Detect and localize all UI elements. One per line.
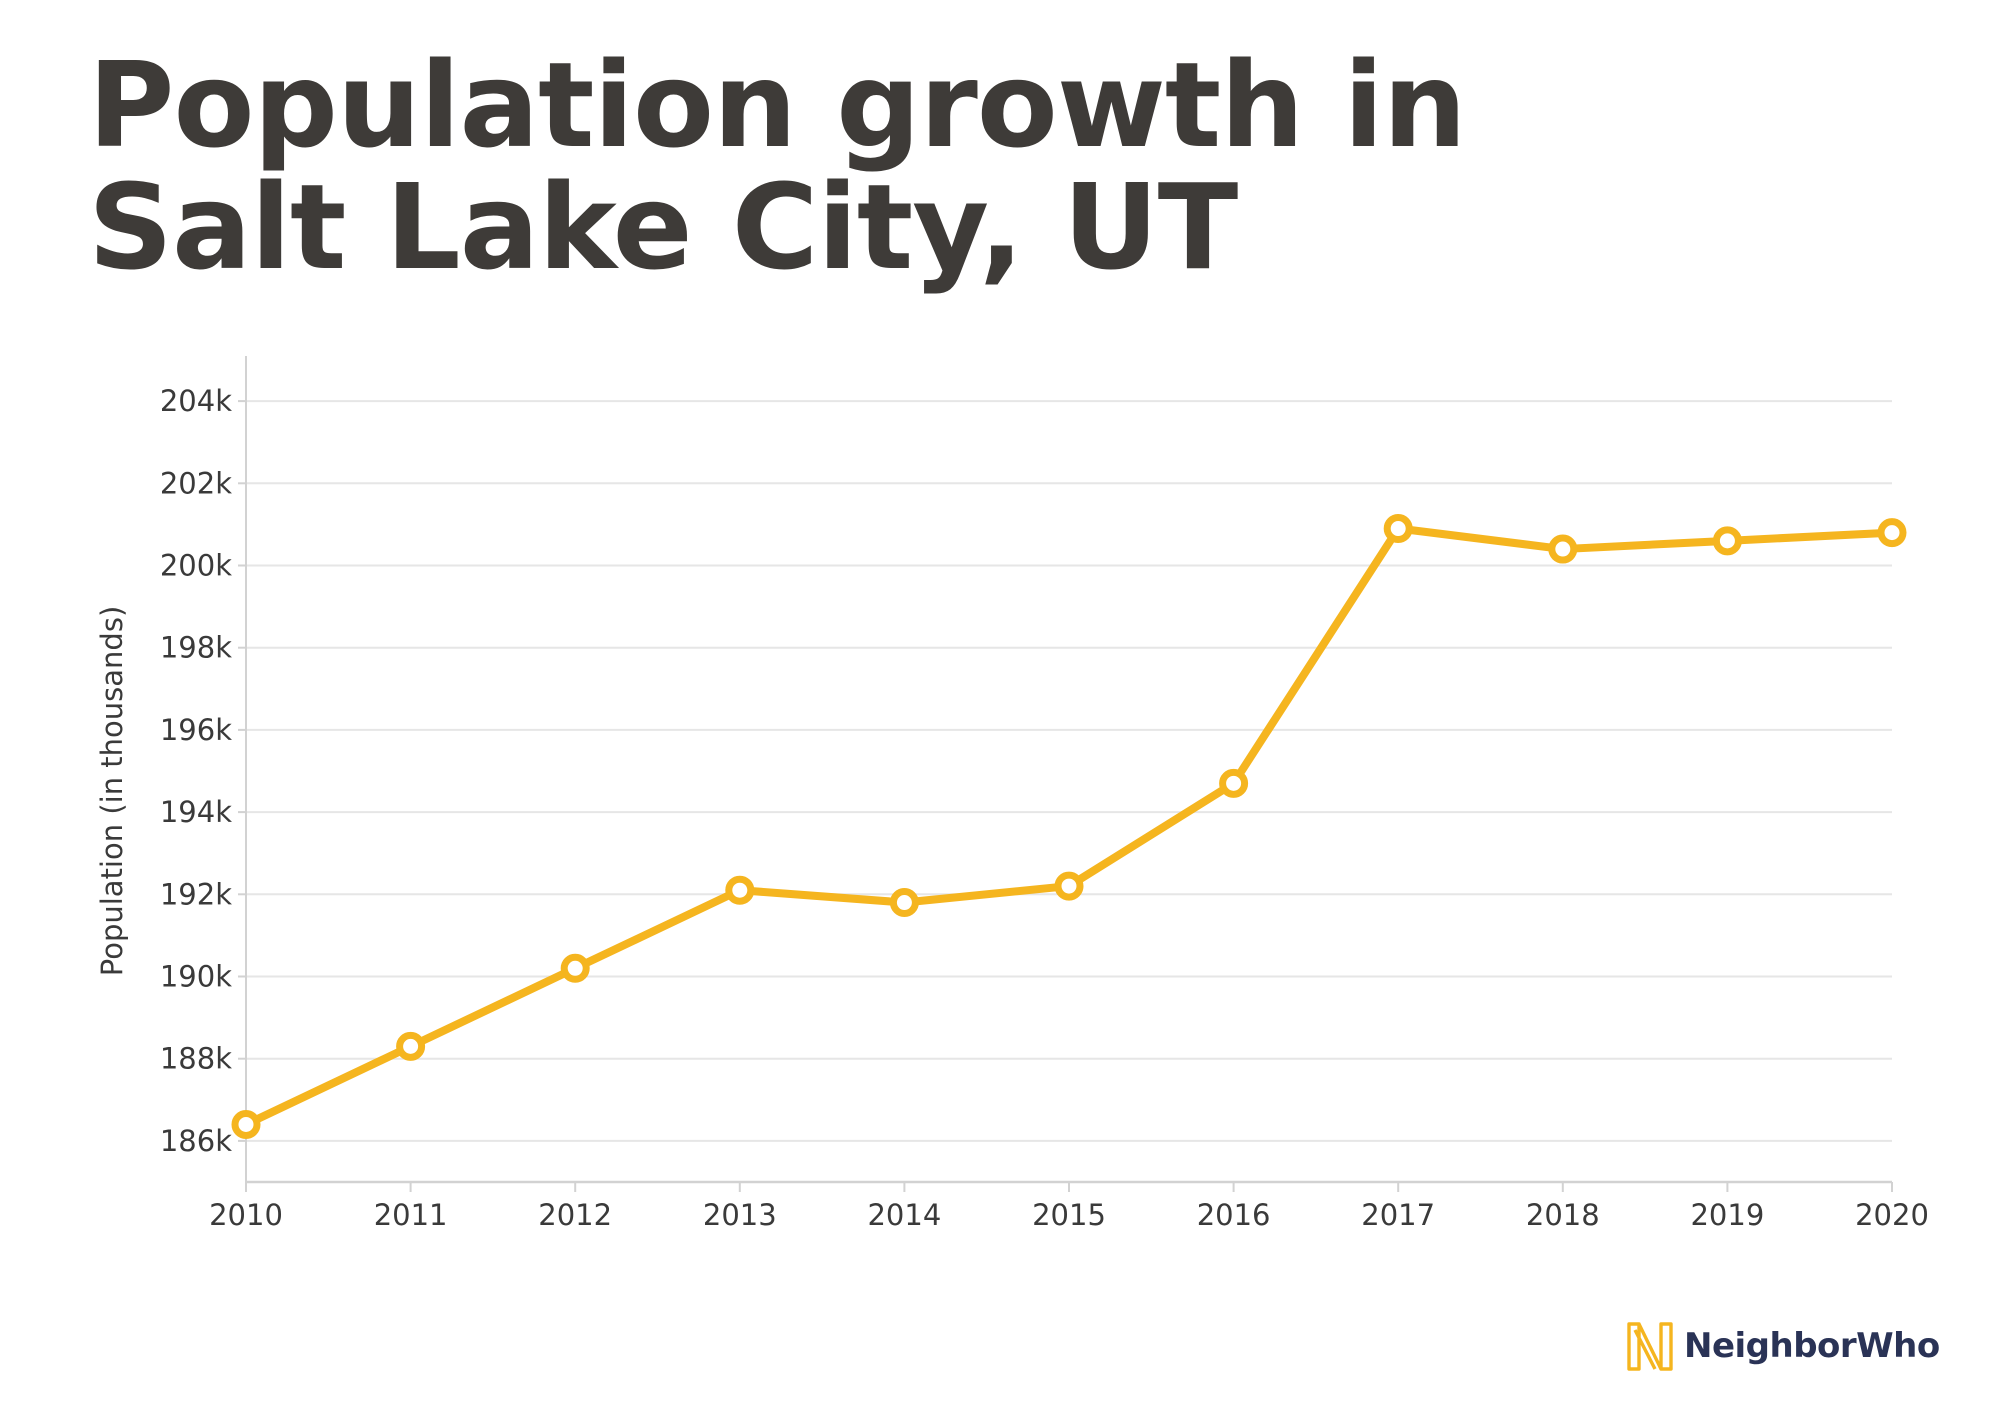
y-tick-label: 198k (160, 631, 232, 665)
data-point-2018 (1548, 534, 1578, 564)
x-tick-label: 2012 (538, 1198, 612, 1232)
chart-title-line-1: Population growth in (88, 36, 1467, 174)
data-point-2012 (560, 953, 590, 983)
data-point-2017 (1383, 514, 1413, 544)
y-tick-labels: 186k 188k 190k 192k 194k 196k 198k 200k 202k 204k (160, 384, 232, 1158)
y-tick-label: 196k (160, 713, 232, 747)
y-tick-label: 186k (160, 1124, 232, 1158)
x-tick-label: 2020 (1855, 1198, 1929, 1232)
x-tick-label: 2016 (1197, 1198, 1271, 1232)
brand-logo: NeighborWho (1626, 1318, 1940, 1374)
y-tick-label: 202k (160, 466, 232, 500)
series-layer (231, 514, 1907, 1139)
x-tick-labels: 2010 2011 2012 2013 2014 2015 2016 2017 2018 2019… (209, 1198, 1929, 1232)
brand-name: NeighborWho (1684, 1326, 1940, 1366)
x-tick-label: 2019 (1690, 1198, 1764, 1232)
gridlines (246, 400, 1892, 1142)
y-tick-label: 190k (160, 960, 232, 994)
x-tick-label: 2015 (1032, 1198, 1106, 1232)
axes (238, 356, 1893, 1192)
y-tick-label: 200k (160, 549, 232, 583)
data-point-2010 (231, 1109, 261, 1139)
x-tick-label: 2017 (1361, 1198, 1435, 1232)
chart-title: Population growth in Salt Lake City, UT (88, 44, 1688, 288)
y-tick-label: 192k (160, 877, 232, 911)
y-axis-label: Population (in thousands) (95, 606, 129, 977)
data-point-2013 (725, 875, 755, 905)
neighborwho-logo-icon (1627, 1322, 1673, 1371)
y-tick-label: 204k (160, 384, 232, 418)
series-line (242, 524, 1896, 1129)
data-point-2019 (1712, 526, 1742, 556)
data-point-2015 (1054, 871, 1084, 901)
chart-title-line-2: Salt Lake City, UT (88, 158, 1238, 296)
y-tick-label: 194k (160, 795, 232, 829)
data-point-2020 (1877, 518, 1907, 548)
x-tick-label: 2011 (374, 1198, 448, 1232)
x-tick-label: 2013 (703, 1198, 777, 1232)
x-tick-label: 2014 (867, 1198, 941, 1232)
data-point-2014 (889, 888, 919, 918)
data-point-2011 (396, 1031, 426, 1061)
y-tick-label: 188k (160, 1042, 232, 1076)
data-point-2016 (1219, 768, 1249, 798)
x-tick-label: 2018 (1526, 1198, 1600, 1232)
x-tick-label: 2010 (209, 1198, 283, 1232)
